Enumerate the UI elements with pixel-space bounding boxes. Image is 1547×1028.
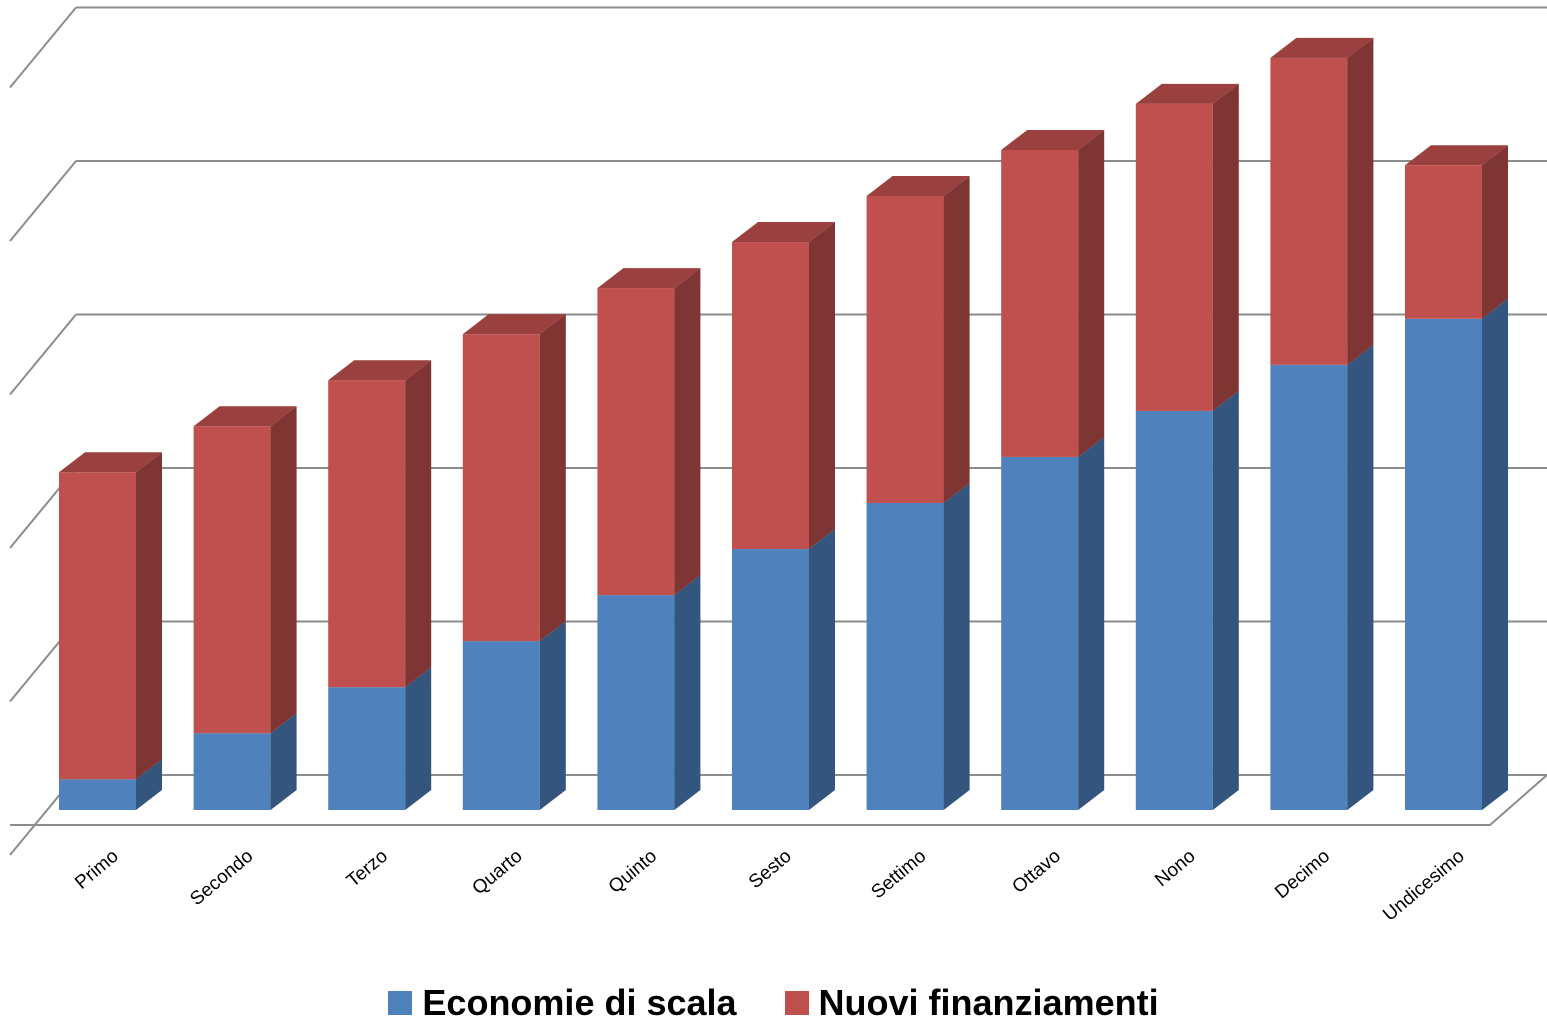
bar-side-10-series-1	[1482, 145, 1508, 319]
bar-top-10	[1405, 145, 1508, 166]
bar-group-9	[1270, 37, 1374, 810]
bar-group-3	[462, 314, 566, 810]
bar-side-10-series-0	[1482, 298, 1508, 810]
bar-side-3-series-0	[539, 621, 566, 810]
x-axis-labels: Primo Secondo Terzo Quarto Quinto Sesto Settim…	[71, 846, 1469, 926]
bar-group-0	[59, 452, 162, 810]
bar-3-series-0	[462, 641, 540, 810]
bar-1-series-1	[193, 426, 271, 734]
x-tick-label-5: Sesto	[745, 846, 796, 893]
bar-side-5-series-0	[809, 529, 835, 810]
bar-7-series-0	[1001, 456, 1079, 810]
floor-outline	[10, 774, 1547, 826]
bars	[59, 37, 1508, 810]
bar-group-10	[1405, 145, 1508, 810]
gridline-side-4	[9, 160, 77, 242]
bar-top-7	[1001, 129, 1105, 150]
bar-side-6-series-0	[943, 483, 970, 810]
bar-side-4-series-1	[674, 268, 701, 596]
bar-side-8-series-0	[1212, 390, 1239, 810]
bar-9-series-0	[1270, 364, 1348, 810]
bar-0-series-0	[59, 779, 136, 810]
legend-swatch-economie	[388, 991, 413, 1015]
bar-top-0	[59, 452, 162, 473]
bar-top-3	[462, 314, 566, 335]
bar-side-9-series-0	[1347, 344, 1374, 810]
legend-item-finanziamenti: Nuovi finanziamenti	[784, 982, 1159, 1024]
bar-top-1	[193, 406, 297, 427]
bar-side-0-series-0	[136, 759, 162, 810]
x-tick-label-1: Secondo	[186, 846, 257, 910]
x-tick-label-7: Ottavo	[1009, 846, 1065, 898]
bar-10-series-1	[1405, 165, 1482, 319]
bar-top-5	[732, 222, 835, 243]
bar-9-series-1	[1270, 57, 1348, 365]
bar-side-1-series-0	[270, 713, 297, 810]
bar-side-2-series-1	[405, 360, 432, 688]
x-tick-label-6: Settimo	[867, 846, 930, 903]
bar-4-series-0	[597, 595, 675, 810]
legend-item-economie: Economie di scala	[388, 982, 737, 1024]
legend-label-economie: Economie di scala	[422, 982, 737, 1023]
bar-group-5	[732, 222, 835, 810]
x-tick-label-10: Undicesimo	[1379, 846, 1469, 926]
x-tick-label-9: Decimo	[1271, 846, 1334, 903]
legend: Economie di scala Nuovi finanziamenti	[0, 978, 1547, 1028]
bar-top-8	[1135, 83, 1239, 104]
bar-group-7	[1001, 129, 1105, 810]
x-tick-label-0: Primo	[71, 846, 123, 894]
bar-group-1	[193, 406, 297, 810]
bar-8-series-1	[1135, 103, 1213, 411]
bar-1-series-0	[193, 733, 271, 810]
bar-group-6	[866, 176, 970, 810]
bar-5-series-0	[732, 549, 809, 810]
bar-2-series-0	[328, 687, 406, 810]
bar-side-1-series-1	[270, 406, 297, 734]
bar-6-series-1	[866, 196, 944, 503]
bar-top-4	[597, 268, 701, 289]
bar-5-series-1	[732, 242, 809, 550]
bar-side-6-series-1	[943, 176, 970, 503]
x-tick-label-4: Quinto	[605, 846, 661, 898]
bar-2-series-1	[328, 380, 406, 688]
x-tick-label-2: Terzo	[343, 846, 392, 892]
x-tick-label-3: Quarto	[469, 846, 527, 899]
legend-label-finanziamenti: Nuovi finanziamenti	[818, 982, 1159, 1023]
bar-8-series-0	[1135, 410, 1213, 810]
x-tick-label-8: Nono	[1151, 846, 1199, 891]
bar-side-7-series-0	[1078, 436, 1105, 810]
bar-top-6	[866, 176, 970, 196]
bar-top-2	[328, 360, 432, 381]
gridline-side-3	[9, 313, 77, 396]
bar-0-series-1	[59, 472, 136, 780]
gridline-side-5	[9, 6, 77, 89]
bar-side-7-series-1	[1078, 129, 1105, 457]
bar-side-9-series-1	[1347, 37, 1374, 365]
bar-4-series-1	[597, 288, 675, 596]
bar-side-0-series-1	[136, 452, 162, 780]
bar-side-2-series-0	[405, 667, 432, 810]
bar-group-2	[328, 360, 432, 810]
bar-side-5-series-1	[809, 222, 835, 550]
bar-top-9	[1270, 37, 1374, 58]
bar-3-series-1	[462, 334, 540, 642]
bar-side-3-series-1	[539, 314, 566, 642]
bar-group-4	[597, 268, 701, 810]
bar-10-series-0	[1405, 318, 1482, 810]
bar-7-series-1	[1001, 149, 1079, 457]
bar-side-4-series-0	[674, 575, 701, 810]
bar-side-8-series-1	[1212, 83, 1239, 411]
bar-6-series-0	[866, 503, 944, 810]
bar-group-8	[1135, 83, 1239, 810]
legend-swatch-finanziamenti	[784, 991, 809, 1015]
